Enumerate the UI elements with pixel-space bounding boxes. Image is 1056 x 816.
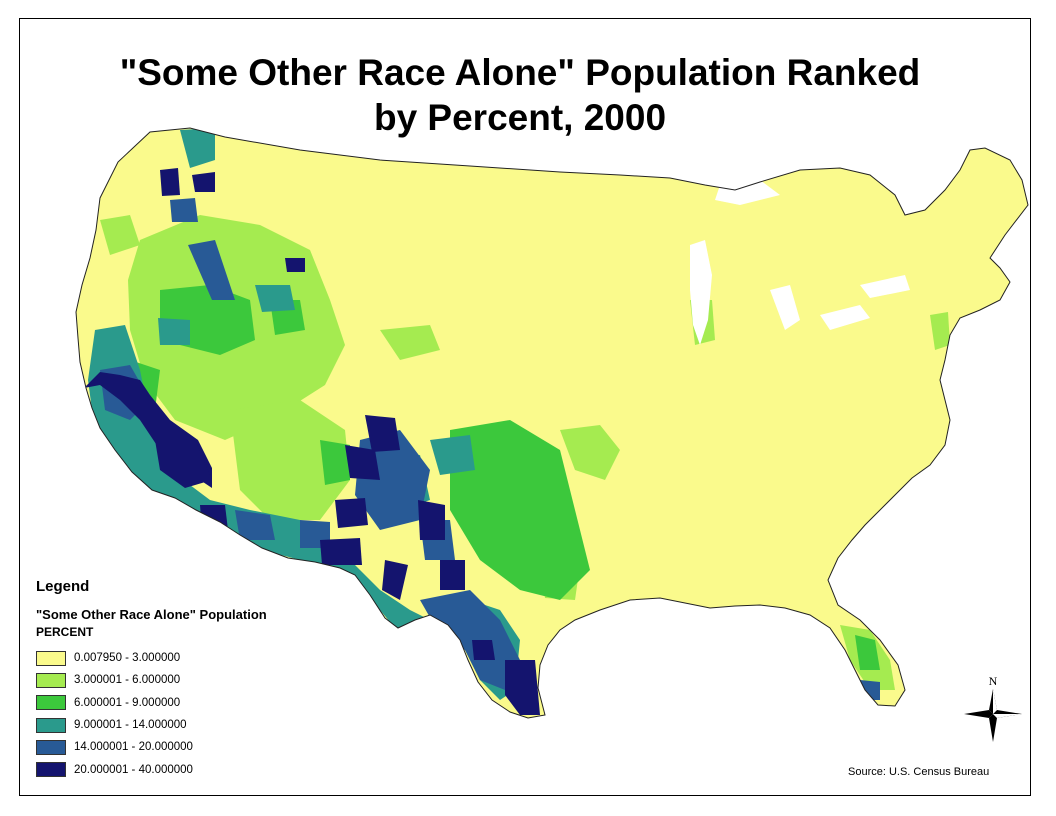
legend-label: 3.000001 - 6.000000 (74, 674, 181, 687)
us-choropleth-map (75, 127, 1029, 719)
east-arrow-highlight (993, 714, 1022, 718)
legend-label: 9.000001 - 14.000000 (74, 719, 187, 732)
legend-label: 20.000001 - 40.000000 (74, 763, 193, 776)
legend-layer-name: "Some Other Race Alone" Population (36, 607, 267, 622)
legend: Legend "Some Other Race Alone" Populatio… (36, 578, 356, 781)
legend-row: 6.000001 - 9.000000 (36, 692, 356, 714)
legend-swatch (36, 717, 66, 733)
legend-label: 6.000001 - 9.000000 (74, 696, 181, 709)
south-arrow-needle (989, 714, 997, 742)
north-arrow: N (964, 674, 1022, 742)
legend-row: 3.000001 - 6.000000 (36, 669, 356, 691)
map-title-line-1: "Some Other Race Alone" Population Ranke… (119, 52, 921, 93)
north-arrow-highlight (993, 689, 997, 714)
legend-swatch (36, 762, 66, 778)
legend-row: 20.000001 - 40.000000 (36, 758, 356, 780)
legend-classes: 0.007950 - 3.000000 3.000001 - 6.000000 … (36, 647, 356, 781)
legend-label: 0.007950 - 3.000000 (74, 652, 181, 665)
legend-field-name: PERCENT (36, 625, 94, 639)
map-title-line-2: by Percent, 2000 (373, 97, 667, 138)
legend-row: 14.000001 - 20.000000 (36, 736, 356, 758)
map-title: "Some Other Race Alone" Population Ranke… (0, 50, 1040, 140)
west-arrow-needle (964, 710, 993, 718)
legend-swatch (36, 650, 66, 666)
source-credit: Source: U.S. Census Bureau (848, 766, 990, 778)
legend-heading: Legend (36, 578, 90, 595)
legend-swatch (36, 739, 66, 755)
north-arrow-letter: N (989, 674, 998, 688)
legend-row: 9.000001 - 14.000000 (36, 714, 356, 736)
legend-swatch (36, 672, 66, 688)
legend-swatch (36, 695, 66, 711)
legend-row: 0.007950 - 3.000000 (36, 647, 356, 669)
legend-label: 14.000001 - 20.000000 (74, 741, 193, 754)
